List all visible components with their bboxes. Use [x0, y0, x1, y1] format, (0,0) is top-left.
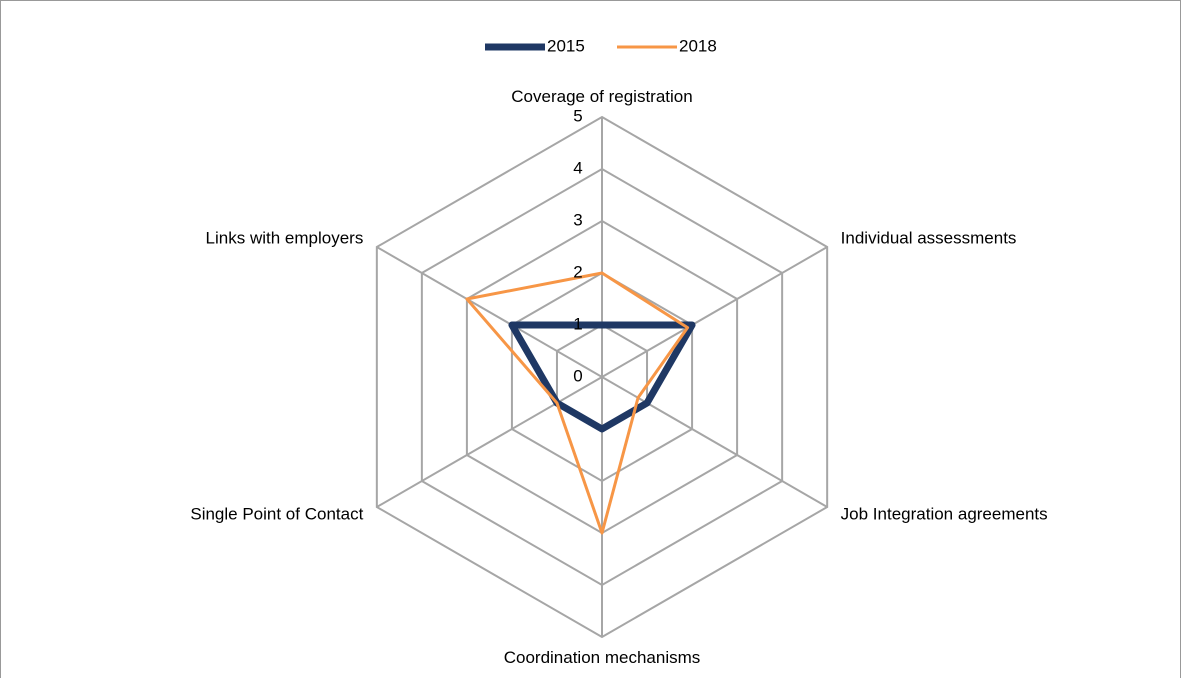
r-tick-label: 4 [573, 158, 582, 177]
spoke [376, 376, 603, 508]
spoke [376, 246, 603, 378]
series-line [465, 271, 690, 535]
spoke [601, 246, 828, 378]
category-label: Single Point of Contact [190, 504, 363, 523]
r-tick-label: 1 [573, 314, 582, 333]
spoke [601, 376, 828, 508]
series-line [508, 321, 696, 433]
r-tick-label: 3 [573, 210, 582, 229]
category-label: Coverage of registration [511, 87, 692, 106]
legend-label: 2018 [679, 36, 717, 55]
category-label: Links with employers [206, 229, 364, 248]
category-label: Coordination mechanisms [504, 648, 701, 667]
r-tick-label: 2 [573, 262, 582, 281]
category-label: Job Integration agreements [841, 504, 1048, 523]
r-tick-label: 0 [573, 366, 582, 385]
category-label: Individual assessments [841, 229, 1017, 248]
legend-label: 2015 [547, 36, 585, 55]
r-tick-label: 5 [573, 106, 582, 125]
